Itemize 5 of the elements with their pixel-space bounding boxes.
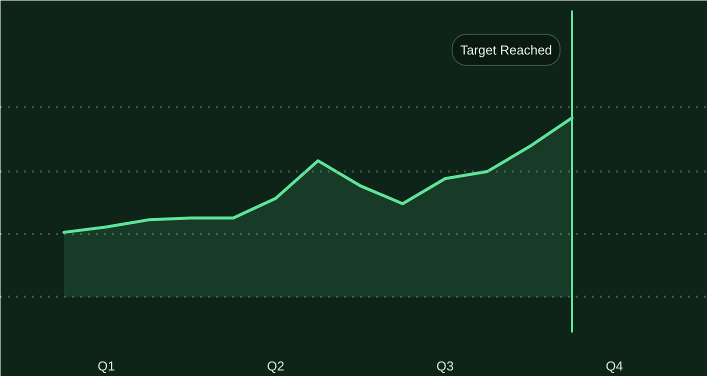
x-tick-label: Q4 xyxy=(606,358,624,374)
x-tick-label: Q3 xyxy=(436,358,454,374)
x-tick-label: Q2 xyxy=(267,358,284,374)
text: Target Reached xyxy=(460,42,552,58)
x-tick-label: Q1 xyxy=(98,358,116,374)
